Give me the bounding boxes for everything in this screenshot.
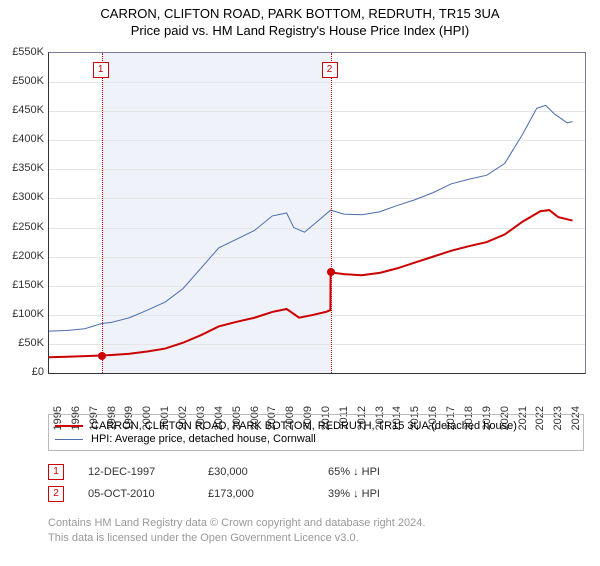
ytick-label: £0 xyxy=(2,366,44,378)
event-badge-2: 2 xyxy=(48,486,64,502)
ytick-label: £450K xyxy=(2,104,44,116)
event-price-2: £173,000 xyxy=(208,488,328,500)
footer-line-2: This data is licensed under the Open Gov… xyxy=(48,531,425,546)
legend-item-1: CARRON, CLIFTON ROAD, PARK BOTTOM, REDRU… xyxy=(55,420,577,432)
event-badge-1: 1 xyxy=(48,464,64,480)
event-marker xyxy=(327,268,335,276)
legend-item-2: HPI: Average price, detached house, Corn… xyxy=(55,433,577,445)
event-line xyxy=(102,53,103,373)
ytick-label: £550K xyxy=(2,46,44,58)
event-badge: 1 xyxy=(93,62,109,78)
ytick-label: £500K xyxy=(2,75,44,87)
ytick-label: £100K xyxy=(2,308,44,320)
event-price-1: £30,000 xyxy=(208,466,328,478)
ytick-label: £50K xyxy=(2,337,44,349)
footer: Contains HM Land Registry data © Crown c… xyxy=(48,516,425,547)
ytick-label: £350K xyxy=(2,162,44,174)
ytick-label: £150K xyxy=(2,279,44,291)
event-rel-2: 39% ↓ HPI xyxy=(328,488,380,500)
event-badge: 2 xyxy=(322,62,338,78)
chart-title: CARRON, CLIFTON ROAD, PARK BOTTOM, REDRU… xyxy=(0,6,600,21)
legend-label-2: HPI: Average price, detached house, Corn… xyxy=(91,433,316,445)
ytick-label: £400K xyxy=(2,133,44,145)
series-line xyxy=(49,105,572,331)
ytick-label: £250K xyxy=(2,221,44,233)
legend: CARRON, CLIFTON ROAD, PARK BOTTOM, REDRU… xyxy=(48,414,584,451)
series-line xyxy=(49,210,572,357)
event-row-1: 1 12-DEC-1997 £30,000 65% ↓ HPI xyxy=(48,464,380,480)
chart-subtitle: Price paid vs. HM Land Registry's House … xyxy=(0,23,600,38)
event-table: 1 12-DEC-1997 £30,000 65% ↓ HPI 2 05-OCT… xyxy=(48,458,380,508)
event-line xyxy=(331,53,332,373)
footer-line-1: Contains HM Land Registry data © Crown c… xyxy=(48,516,425,531)
plot-area xyxy=(48,52,586,374)
legend-swatch-2 xyxy=(55,439,83,440)
event-date-2: 05-OCT-2010 xyxy=(88,488,208,500)
ytick-label: £200K xyxy=(2,250,44,262)
legend-swatch-1 xyxy=(55,425,83,427)
event-rel-1: 65% ↓ HPI xyxy=(328,466,380,478)
event-row-2: 2 05-OCT-2010 £173,000 39% ↓ HPI xyxy=(48,486,380,502)
chart-lines xyxy=(49,53,585,373)
event-marker xyxy=(98,352,106,360)
legend-label-1: CARRON, CLIFTON ROAD, PARK BOTTOM, REDRU… xyxy=(91,420,517,432)
event-date-1: 12-DEC-1997 xyxy=(88,466,208,478)
ytick-label: £300K xyxy=(2,191,44,203)
